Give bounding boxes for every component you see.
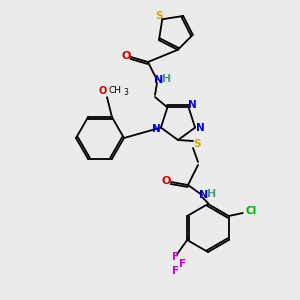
Text: F: F [172,252,179,262]
Text: N: N [152,124,160,134]
Text: O: O [161,176,171,186]
Text: F: F [172,266,179,276]
Text: N: N [154,75,164,85]
Text: S: S [155,11,163,21]
Text: O: O [99,86,107,96]
Text: O: O [121,51,131,61]
Text: H: H [207,189,217,199]
Text: N: N [196,123,205,133]
Text: H: H [162,74,172,84]
Text: 3: 3 [124,88,128,97]
Text: N: N [200,190,208,200]
Text: N: N [188,100,197,110]
Text: CH: CH [109,86,122,95]
Text: Cl: Cl [245,206,256,216]
Text: S: S [193,139,201,149]
Text: F: F [179,259,186,269]
